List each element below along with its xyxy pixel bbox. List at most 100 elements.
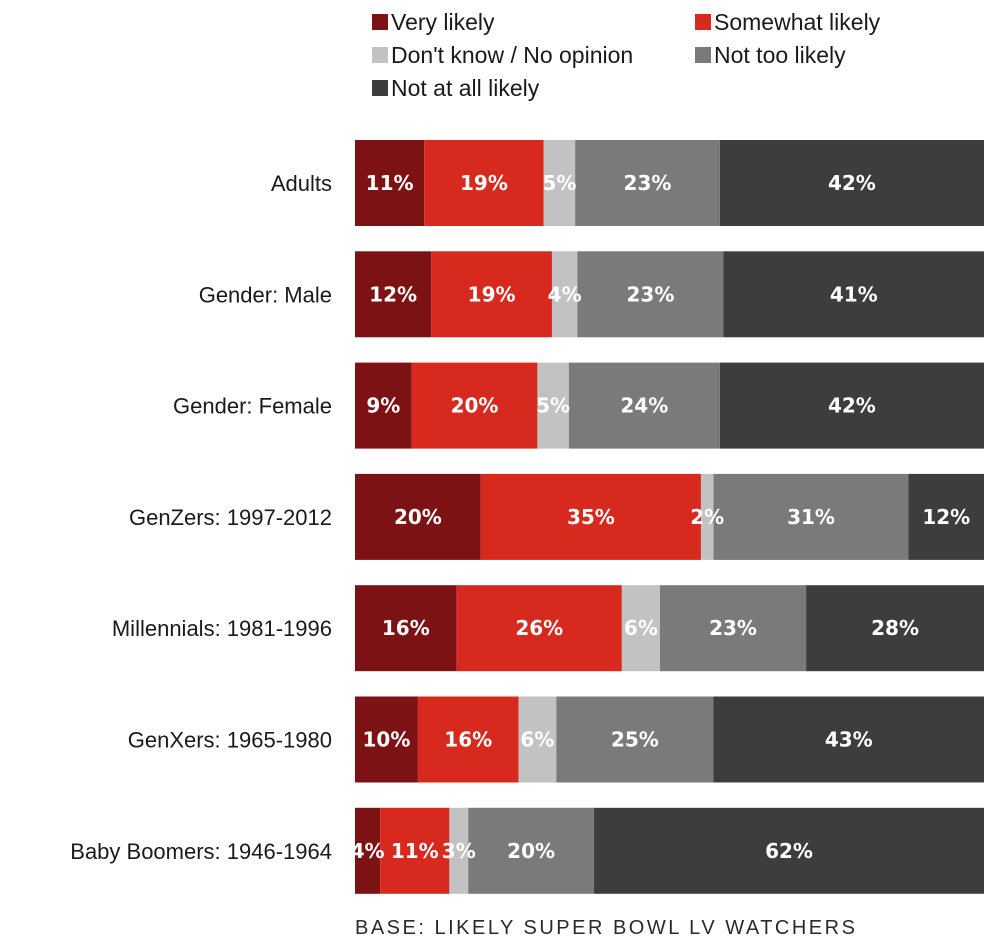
legend-label: Don't know / No opinion xyxy=(391,42,633,68)
bar-segment-very-likely xyxy=(355,140,425,226)
bar-value-label: 41% xyxy=(830,282,878,306)
bar-value-label: 10% xyxy=(363,728,411,752)
category-label: Adults xyxy=(271,171,332,196)
category-label: Gender: Male xyxy=(199,282,332,307)
legend-label: Somewhat likely xyxy=(714,9,881,35)
bar-value-label: 11% xyxy=(366,171,414,195)
bar-segment-not-at-all-likely xyxy=(713,696,984,783)
bar-segment-somewhat-likely xyxy=(431,251,552,338)
bar-value-label: 3% xyxy=(442,839,476,863)
bar-value-label: 5% xyxy=(542,171,576,195)
bar-segment-don-t-know-no-opinion xyxy=(537,362,569,449)
bar-segment-not-at-all-likely xyxy=(719,362,984,449)
bar-segment-somewhat-likely xyxy=(456,585,622,672)
bar-segment-not-too-likely xyxy=(468,807,595,894)
bar-segment-don-t-know-no-opinion xyxy=(449,807,469,894)
legend-swatch xyxy=(372,47,388,63)
bar-value-label: 23% xyxy=(709,616,757,640)
bar-value-label: 6% xyxy=(520,728,554,752)
bar-row-millennials-1981-1996: 16% 26% 6% 23% 28% xyxy=(355,585,984,672)
bar-segment-somewhat-likely xyxy=(380,807,450,894)
bar-row-genxers-1965-1980: 10% 16% 6% 25% 43% xyxy=(355,696,984,783)
bar-value-label: 12% xyxy=(922,505,970,529)
bar-value-label: 2% xyxy=(690,505,724,529)
legend-swatch xyxy=(372,14,388,30)
bar-value-label: 28% xyxy=(871,616,919,640)
bar-segment-not-too-likely xyxy=(568,362,720,449)
legend-item-not-at-all-likely: Not at all likely xyxy=(372,75,540,101)
bar-segment-not-too-likely xyxy=(575,140,720,226)
bar-segment-don-t-know-no-opinion xyxy=(621,585,660,672)
bar-value-label: 42% xyxy=(828,171,876,195)
bar-value-label: 24% xyxy=(620,394,668,418)
legend-item-not-too-likely: Not too likely xyxy=(695,42,846,68)
bar-segment-very-likely xyxy=(355,362,412,449)
legend-swatch xyxy=(695,14,711,30)
bar-segment-somewhat-likely xyxy=(480,473,701,560)
bar-row-gender-female: 9% 20% 5% 24% 42% xyxy=(355,362,984,449)
category-labels: Adults Gender: Male Gender: Female GenZers:… xyxy=(70,171,332,864)
category-label: GenXers: 1965-1980 xyxy=(128,728,332,753)
bar-value-label: 43% xyxy=(825,728,873,752)
legend-item-somewhat-likely: Somewhat likely xyxy=(695,9,881,35)
bar-value-label: 31% xyxy=(787,505,835,529)
bar-value-label: 5% xyxy=(536,394,570,418)
category-label: Baby Boomers: 1946-1964 xyxy=(70,839,332,864)
legend: Very likely Somewhat likely Don't know / N… xyxy=(372,9,881,101)
bar-value-label: 16% xyxy=(444,728,492,752)
legend-item-very-likely: Very likely xyxy=(372,9,495,35)
base-footnote: BASE: LIKELY SUPER BOWL LV WATCHERS xyxy=(355,917,857,939)
category-label: Gender: Female xyxy=(173,394,332,419)
bar-segment-somewhat-likely xyxy=(411,362,538,449)
bar-value-label: 20% xyxy=(507,839,555,863)
bar-value-label: 6% xyxy=(624,616,658,640)
bar-segment-don-t-know-no-opinion xyxy=(543,140,576,226)
legend-label: Not too likely xyxy=(714,42,846,68)
bar-segment-not-too-likely xyxy=(659,585,807,672)
bar-row-adults: 11% 19% 5% 23% 42% xyxy=(355,140,984,226)
bar-segment-not-too-likely xyxy=(577,251,724,338)
bar-segment-not-at-all-likely xyxy=(594,807,984,894)
bar-value-label: 23% xyxy=(624,171,672,195)
category-label: Millennials: 1981-1996 xyxy=(112,616,332,641)
bar-value-label: 62% xyxy=(765,839,813,863)
bar-value-label: 25% xyxy=(611,728,659,752)
bar-segment-not-too-likely xyxy=(713,473,909,560)
legend-label: Not at all likely xyxy=(391,75,540,101)
bar-value-label: 4% xyxy=(548,282,582,306)
bar-segment-not-too-likely xyxy=(556,696,714,783)
bars: 11% 19% 5% 23% 42% 12% 19% 4% 23% 41% 9% 20% 5% 24% 42… xyxy=(351,140,984,894)
bar-segment-not-at-all-likely xyxy=(806,585,984,672)
bar-segment-not-at-all-likely xyxy=(719,140,984,226)
bar-value-label: 11% xyxy=(391,839,439,863)
bar-segment-somewhat-likely xyxy=(424,140,544,226)
category-label: GenZers: 1997-2012 xyxy=(129,505,332,530)
legend-label: Very likely xyxy=(391,9,495,35)
bar-value-label: 19% xyxy=(460,171,508,195)
legend-item-don-t-know-no-opinion: Don't know / No opinion xyxy=(372,42,633,68)
bar-segment-very-likely xyxy=(355,473,481,560)
bar-value-label: 35% xyxy=(567,505,615,529)
bar-value-label: 20% xyxy=(451,394,499,418)
bar-value-label: 42% xyxy=(828,394,876,418)
bar-row-genzers-1997-2012: 20% 35% 2% 31% 12% xyxy=(355,473,984,560)
bar-segment-don-t-know-no-opinion xyxy=(700,473,714,560)
bar-row-baby-boomers-1946-1964: 4% 11% 3% 20% 62% xyxy=(351,807,984,894)
bar-value-label: 9% xyxy=(366,394,400,418)
bar-segment-don-t-know-no-opinion xyxy=(551,251,578,338)
bar-value-label: 19% xyxy=(468,282,516,306)
bar-row-gender-male: 12% 19% 4% 23% 41% xyxy=(355,251,984,338)
bar-segment-don-t-know-no-opinion xyxy=(518,696,557,783)
bar-value-label: 12% xyxy=(369,282,417,306)
bar-value-label: 26% xyxy=(515,616,563,640)
bar-segment-very-likely xyxy=(355,251,432,338)
bar-segment-very-likely xyxy=(355,696,418,783)
bar-segment-not-at-all-likely xyxy=(723,251,984,338)
bar-segment-not-at-all-likely xyxy=(908,473,984,560)
bar-value-label: 20% xyxy=(394,505,442,529)
bar-value-label: 23% xyxy=(627,282,675,306)
legend-swatch xyxy=(372,80,388,96)
bar-segment-very-likely xyxy=(355,807,381,894)
bar-segment-somewhat-likely xyxy=(417,696,519,783)
